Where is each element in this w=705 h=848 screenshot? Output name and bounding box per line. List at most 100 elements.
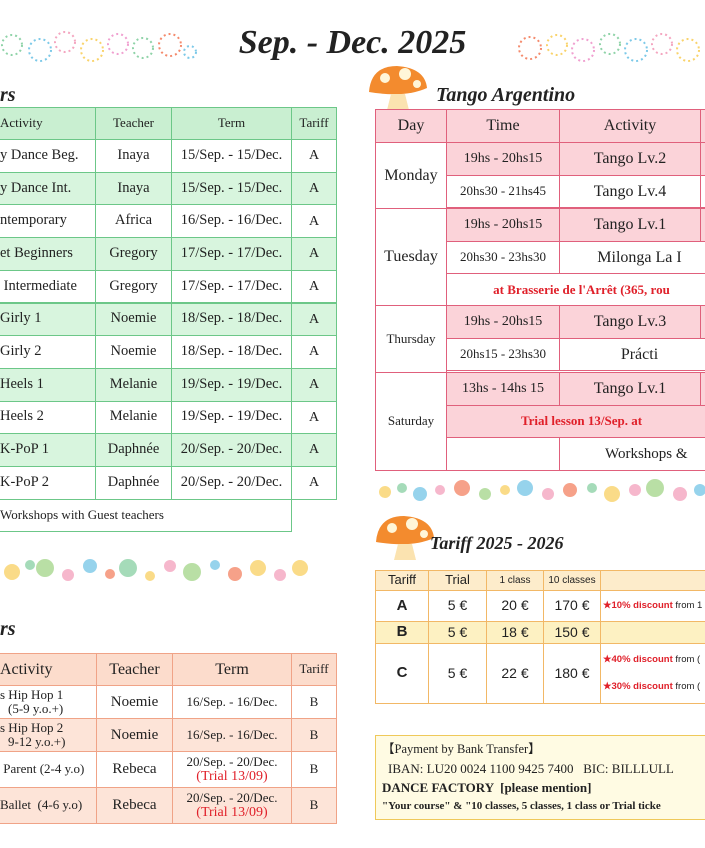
table-cell: Prácti: [559, 337, 705, 372]
cell-text: A: [308, 311, 320, 327]
cell-text: A: [308, 377, 320, 393]
cell-text: Ballet (4-6 y.o): [0, 797, 83, 813]
cell-text: et Beginners: [0, 244, 73, 261]
table-cell: Heels 1: [0, 367, 96, 402]
table-cell: 15/Sep. - 15/Dec.: [171, 171, 292, 206]
cell-text: Noemie: [110, 693, 159, 710]
discount-note: ★10% discount from 1: [603, 599, 703, 611]
table-cell: 17/Sep. - 17/Dec.: [171, 237, 292, 271]
table-cell: 16/Sep. - 16/Dec.: [171, 204, 292, 239]
cell-text: Thursday: [386, 330, 436, 346]
fireworks-right: [518, 33, 700, 62]
header-cell: Tariff: [291, 653, 337, 686]
day-cell: Monday: [375, 142, 447, 209]
table-cell: Gregory: [95, 237, 172, 271]
cell-text: A: [396, 596, 408, 614]
cell-text: Tango Lv.1: [593, 380, 667, 398]
cell-text: Tariff: [299, 661, 329, 677]
table-cell: y Dance Beg.: [0, 139, 96, 173]
table-cell: Daphnée: [95, 433, 172, 467]
cell-text: 20 €: [501, 597, 529, 614]
cell-text: Prácti: [620, 345, 659, 363]
cell-text: Trial: [445, 572, 470, 588]
cell-text: Workshops with Guest teachers: [0, 507, 164, 523]
cell-text: 18/Sep. - 18/Dec.: [180, 343, 283, 360]
table-cell: 5 €: [428, 590, 487, 622]
table-cell: A: [291, 171, 337, 206]
header-cell: [600, 570, 705, 591]
discount-note: ★40% discount from (: [603, 653, 701, 665]
notes-cell: ★10% discount from 1: [600, 590, 705, 622]
table-cell: Tango Lv.1: [559, 372, 701, 406]
cell-text: 170 €: [554, 597, 590, 614]
cell-text: at Brasserie de l'Arrêt (365, rou: [493, 282, 670, 298]
cell-text: 20hs30 - 21hs45: [460, 183, 546, 199]
table-cell: 13hs - 14hs 15: [446, 372, 560, 406]
table-cell: Melanie: [95, 400, 172, 435]
table-cell: Africa: [95, 204, 172, 239]
cell-text: s Hip Hop 2: [0, 719, 64, 735]
table-cell: A: [291, 237, 337, 271]
discount-highlight: ★30% discount: [603, 681, 673, 693]
mushroom-icon: [376, 516, 434, 560]
table-cell: 20 €: [486, 590, 544, 622]
dot-band-right: [379, 479, 705, 502]
payment-iban: IBAN: LU20 0024 1100 9425 7400 BIC: BILL…: [388, 760, 674, 776]
table-cell: Noemie: [95, 302, 172, 337]
cell-text: 20/Sep. - 20/Dec.: [186, 753, 278, 769]
cell-text: Milonga La I: [597, 248, 682, 266]
cell-text: Teacher: [109, 660, 160, 678]
cell-text: Noemie: [110, 310, 157, 327]
cell-text: Heels 1: [0, 375, 44, 392]
discount-text: from (: [672, 653, 701, 665]
cell-text: ntemporary: [0, 212, 67, 229]
cell-text: 5 €: [447, 597, 468, 614]
table-cell: Daphnée: [95, 466, 172, 500]
cell-text: 9-12 y.o.+): [8, 734, 66, 749]
table-cell: B: [291, 685, 337, 719]
cell-text: (5-9 y.o.+): [8, 701, 64, 716]
cell-text: A: [308, 475, 320, 491]
table-cell: Heels 2: [0, 400, 96, 435]
cell-text: 19/Sep. - 19/Dec.: [180, 408, 283, 425]
cell-text: 5 €: [447, 664, 468, 681]
table-cell: 19/Sep. - 19/Dec.: [171, 367, 292, 402]
cell-text: Africa: [114, 212, 153, 229]
cell-text: Girly 1: [0, 310, 42, 327]
cell-text: Rebeca: [112, 761, 157, 778]
cell-text: 17/Sep. - 17/Dec.: [180, 277, 283, 294]
table-cell: ntemporary: [0, 204, 96, 239]
cell-text: B: [309, 797, 319, 813]
discount-note: ★30% discount from (: [603, 681, 700, 693]
cell-text: Tariff: [299, 115, 329, 131]
cell-text: Trial lesson 13/Sep. at: [520, 413, 643, 429]
table-cell: 20/Sep. - 20/Dec.: [171, 433, 292, 467]
table-cell: A: [375, 590, 429, 622]
cell-text: s Hip Hop 1: [0, 686, 64, 702]
table-cell: Ballet (4-6 y.o): [0, 787, 97, 824]
cell-text: Melanie: [109, 375, 158, 392]
cell-text: y Dance Int.: [0, 179, 72, 196]
table-cell: 16/Sep. - 16/Dec.: [172, 718, 292, 752]
cell-text: Tuesday: [384, 248, 438, 266]
table-cell: Milonga La I: [559, 240, 705, 275]
day-cell: Saturday: [375, 372, 447, 471]
header-cell: 1 class: [486, 570, 544, 591]
notes-cell: [600, 621, 705, 644]
dot-band-left: [4, 559, 308, 581]
cell-text: 22 €: [501, 664, 529, 681]
discount-text: from 1: [672, 599, 703, 611]
header-cell: Day: [375, 109, 447, 143]
cell-text: 15/Sep. - 15/Dec.: [180, 146, 283, 163]
cell-text: Rebeca: [112, 797, 157, 814]
table-cell: s Hip Hop 1 (5-9 y.o.+): [0, 685, 97, 719]
table-cell: y Dance Int.: [0, 171, 96, 206]
section-heading: Tariff 2025 - 2026: [430, 533, 564, 553]
cell-text: C: [396, 664, 408, 682]
cell-text: A: [308, 180, 320, 196]
table-cell: Rebeca: [96, 751, 173, 788]
table-cell: 19hs - 20hs15: [446, 305, 560, 339]
table-cell: 20/Sep. - 20/Dec. (Trial 13/09): [172, 787, 292, 824]
cell-text: 19hs - 20hs15: [463, 151, 543, 167]
table-cell: 19/Sep. - 19/Dec.: [171, 400, 292, 435]
